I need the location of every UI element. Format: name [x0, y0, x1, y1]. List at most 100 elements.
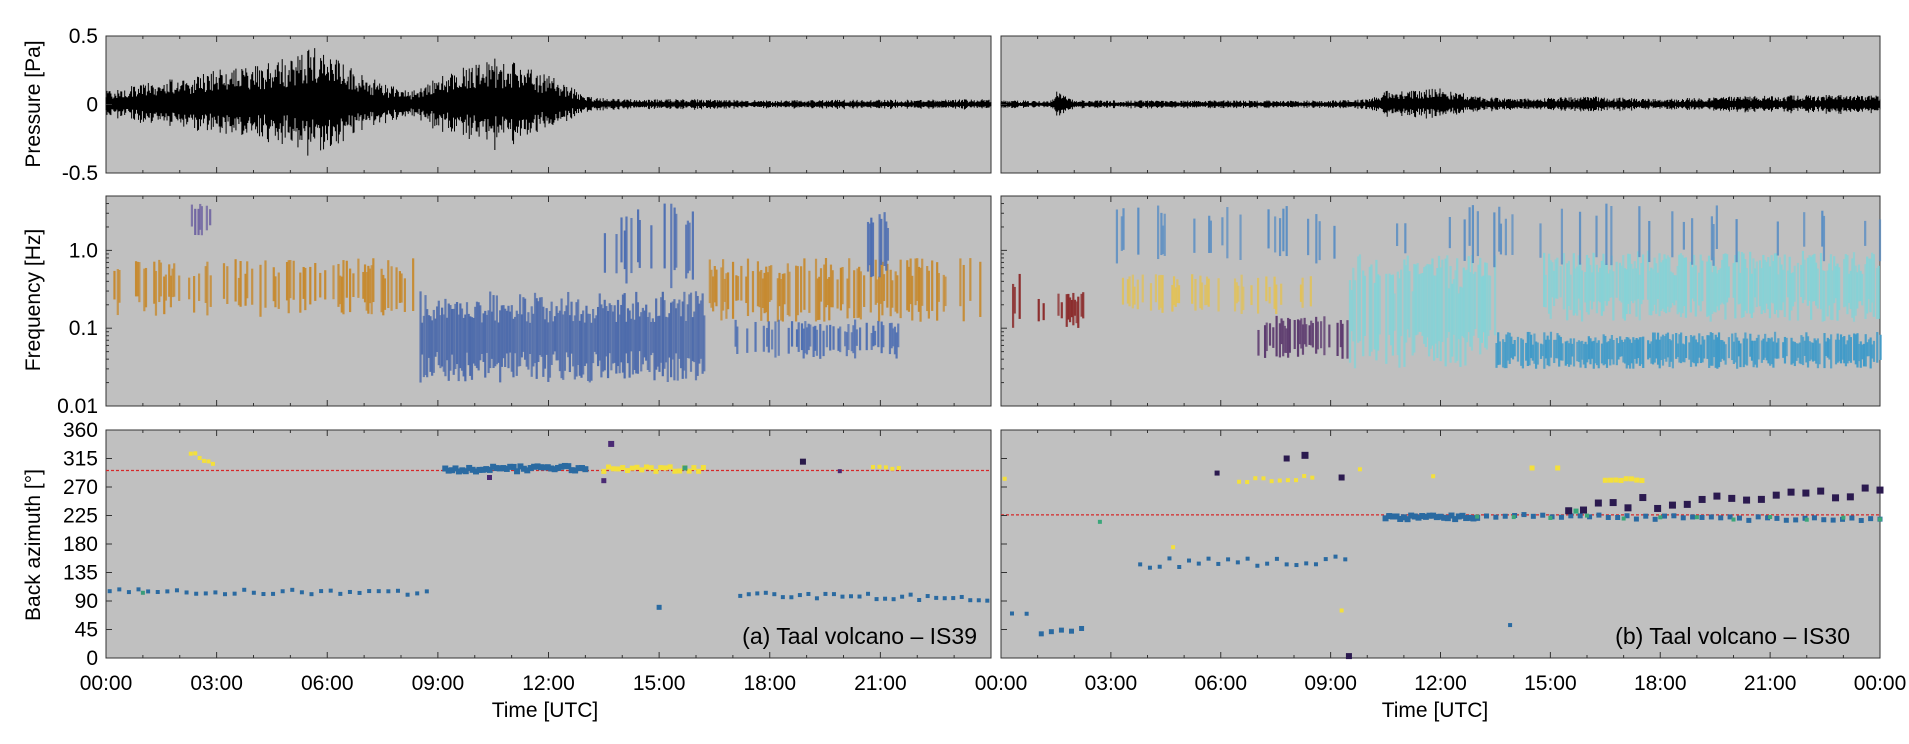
spectrum-bar [1263, 325, 1267, 358]
spectrum-bar [1623, 339, 1627, 364]
spectrum-bar [540, 297, 543, 357]
spectrum-bar [558, 310, 562, 372]
spectrum-bar [869, 263, 872, 313]
spectrum-bar [870, 333, 873, 350]
spectrum-bar [1174, 287, 1177, 307]
azimuth-point [1167, 556, 1172, 561]
azimuth-point [1580, 506, 1588, 514]
spectrum-bar [845, 332, 848, 357]
azimuth-point [866, 591, 871, 596]
azimuth-point [319, 589, 324, 594]
spectrum-bar [1806, 336, 1810, 368]
spectrum-bar [1582, 343, 1585, 365]
spectrum-bar [1539, 223, 1542, 258]
spectrum-bar [1426, 263, 1429, 338]
azimuth-point [442, 465, 449, 472]
spectrum-bar [665, 316, 668, 363]
spectrum-bar [886, 263, 889, 308]
spectrum-bar [439, 315, 442, 369]
azimuth-point [1323, 557, 1328, 562]
azimuth-point [155, 590, 160, 595]
azimuth-point [126, 590, 131, 595]
spectrum-bar [1777, 338, 1780, 359]
spectrum-bar [1851, 258, 1854, 318]
spectrum-bar [309, 266, 312, 305]
azimuth-point [1628, 476, 1634, 482]
spectrum-bar [1745, 268, 1748, 314]
spectrum-bar [1849, 270, 1852, 310]
spectrum-bar [197, 208, 200, 236]
azimuth-point [1568, 513, 1574, 519]
azimuth-point [194, 591, 199, 596]
spectrum-bar [1577, 255, 1580, 299]
azimuth-point [837, 469, 842, 474]
azimuth-point [601, 478, 607, 484]
spectrum-segment-b-6 [1543, 250, 1880, 322]
spectrum-bar [754, 321, 757, 352]
spectrum-bar [477, 302, 480, 371]
spectrum-bar [892, 328, 895, 347]
spectrum-bar [1498, 206, 1501, 252]
spectrum-bar [1633, 339, 1637, 359]
spectrum-bar [1250, 285, 1253, 306]
spectrum-bar [865, 322, 868, 351]
azimuth-point [455, 468, 462, 475]
spectrum-bar [844, 331, 847, 347]
spectrum-bar [765, 266, 768, 313]
spectrum-bar [1841, 337, 1844, 360]
spectrum-bar [885, 221, 888, 271]
spectrum-bar [383, 278, 387, 310]
spectrum-bar [1042, 303, 1045, 321]
spectrum-bar [618, 314, 621, 374]
spectrum-bar [1233, 278, 1237, 312]
azimuth-point [415, 591, 420, 596]
spectrum-bar [1554, 259, 1557, 299]
azimuth-point [1408, 512, 1415, 519]
spectrum-bar [1668, 257, 1671, 313]
spectrum-bar [1378, 275, 1381, 335]
spectrum-bar [1610, 206, 1613, 266]
azimuth-point [136, 587, 141, 592]
spectrum-bar [1171, 284, 1174, 312]
spectrum-bar [1653, 332, 1656, 363]
spectrum-bar [285, 262, 289, 301]
spectrum-bar [1619, 336, 1622, 357]
spectrum-bar [1467, 256, 1470, 333]
azimuth-point [452, 465, 459, 472]
spectrum-bar [1725, 254, 1729, 303]
spectrum-bar [616, 299, 620, 367]
spectrum-bar [1706, 261, 1709, 317]
spectrum-bar [1597, 340, 1600, 369]
spectrum-bar [1803, 259, 1806, 300]
spectrum-bar [681, 301, 684, 379]
azimuth-point [223, 592, 228, 597]
spectrum-bar [1595, 264, 1598, 314]
spectrum-bar [1065, 294, 1068, 327]
spectrum-bar [906, 260, 909, 311]
spectrum-bar [1287, 317, 1290, 358]
azimuth-point [1431, 474, 1436, 479]
spectrum-bar [815, 329, 819, 356]
spectrum-bar [1580, 270, 1584, 322]
spectrum-segment-a-2 [603, 203, 694, 289]
spectrum-bar [1267, 209, 1270, 249]
spectrum-bar [1498, 341, 1501, 365]
spectrum-bar [899, 259, 902, 319]
spectrum-bar [1485, 262, 1488, 350]
spectrum-bar [1816, 268, 1819, 309]
spectrum-bar [1816, 338, 1820, 369]
spectrum-bar [562, 314, 565, 380]
panel-label-a: (a) Taal volcano – IS39 [742, 623, 977, 649]
spectrum-bar [442, 314, 445, 372]
spectrum-bar [1373, 282, 1376, 350]
azimuth-point [459, 467, 466, 474]
spectrum-bar [814, 325, 817, 351]
azimuth-point [908, 592, 913, 597]
azimuth-point [1294, 478, 1299, 483]
x-tick-label: 12:00 [522, 672, 575, 695]
spectrum-bar [1755, 261, 1758, 308]
azimuth-point [1048, 629, 1054, 635]
spectrum-bar [1543, 332, 1546, 369]
spectrum-bar [1637, 339, 1640, 359]
azimuth-point [606, 464, 612, 470]
